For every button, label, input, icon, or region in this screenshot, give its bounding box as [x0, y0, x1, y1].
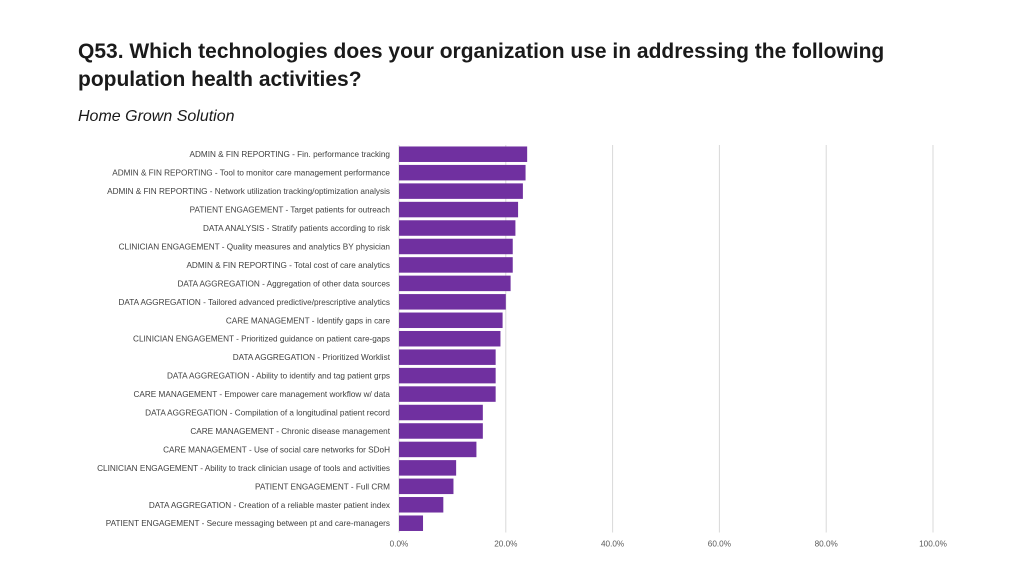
bar: [399, 146, 528, 162]
x-tick-label: 40.0%: [601, 539, 624, 548]
bar: [399, 423, 483, 439]
bar: [399, 404, 483, 421]
bar: [399, 275, 511, 292]
bar: [399, 257, 513, 273]
bar: [399, 441, 477, 458]
bar: [399, 201, 519, 218]
category-label: CARE MANAGEMENT - Empower care managemen…: [134, 390, 391, 399]
category-label: DATA AGGREGATION - Compilation of a long…: [145, 409, 390, 418]
category-label: ADMIN & FIN REPORTING - Fin. performance…: [190, 150, 391, 159]
bar: [399, 312, 503, 329]
bar: [399, 386, 496, 402]
category-label: PATIENT ENGAGEMENT - Full CRM: [255, 482, 390, 491]
category-label: CARE MANAGEMENT - Identify gaps in care: [226, 316, 391, 325]
category-label: CARE MANAGEMENT - Use of social care net…: [163, 445, 390, 454]
category-label: DATA AGGREGATION - Prioritized Worklist: [233, 353, 391, 362]
category-label: DATA AGGREGATION - Ability to identify a…: [167, 372, 390, 381]
x-axis-ticks: 0.0% 20.0% 40.0% 60.0% 80.0% 100.0%: [390, 539, 947, 548]
category-label: ADMIN & FIN REPORTING - Network utilizat…: [107, 187, 390, 196]
category-label: DATA ANALYSIS - Stratify patients accord…: [203, 224, 391, 233]
category-label: CLINICIAN ENGAGEMENT - Prioritized guida…: [133, 335, 390, 344]
bar: [399, 294, 506, 310]
category-label: DATA AGGREGATION - Creation of a reliabl…: [149, 501, 390, 510]
x-tick-label: 20.0%: [494, 539, 517, 548]
category-label: CLINICIAN ENGAGEMENT - Quality measures …: [119, 242, 391, 251]
bar: [399, 164, 526, 181]
x-tick-label: 60.0%: [708, 539, 731, 548]
category-labels: ADMIN & FIN REPORTING - Fin. performance…: [97, 150, 391, 528]
category-label: DATA AGGREGATION - Aggregation of other …: [177, 279, 390, 288]
page-subtitle: Home Grown Solution: [78, 108, 235, 125]
x-tick-label: 0.0%: [390, 539, 409, 548]
bar: [399, 367, 496, 384]
bar: [399, 238, 513, 255]
category-label: DATA AGGREGATION - Tailored advanced pre…: [118, 298, 390, 307]
page-title: Q53. Which technologies does your organi…: [78, 40, 885, 91]
x-tick-label: 100.0%: [919, 539, 947, 548]
bar: [399, 220, 516, 236]
bar: [399, 183, 523, 199]
category-label: PATIENT ENGAGEMENT - Target patients for…: [190, 206, 391, 215]
category-label: ADMIN & FIN REPORTING - Total cost of ca…: [186, 261, 390, 270]
bar: [399, 330, 501, 347]
x-tick-label: 80.0%: [815, 539, 838, 548]
bar: [399, 497, 444, 513]
category-label: ADMIN & FIN REPORTING - Tool to monitor …: [112, 169, 390, 178]
category-label: PATIENT ENGAGEMENT - Secure messaging be…: [106, 519, 390, 528]
bar: [399, 478, 454, 495]
bar: [399, 515, 424, 531]
category-label: CLINICIAN ENGAGEMENT - Ability to track …: [97, 464, 390, 473]
category-label: CARE MANAGEMENT - Chronic disease manage…: [190, 427, 390, 436]
bars: [399, 146, 528, 531]
bar: [399, 460, 457, 476]
bar: [399, 349, 496, 365]
